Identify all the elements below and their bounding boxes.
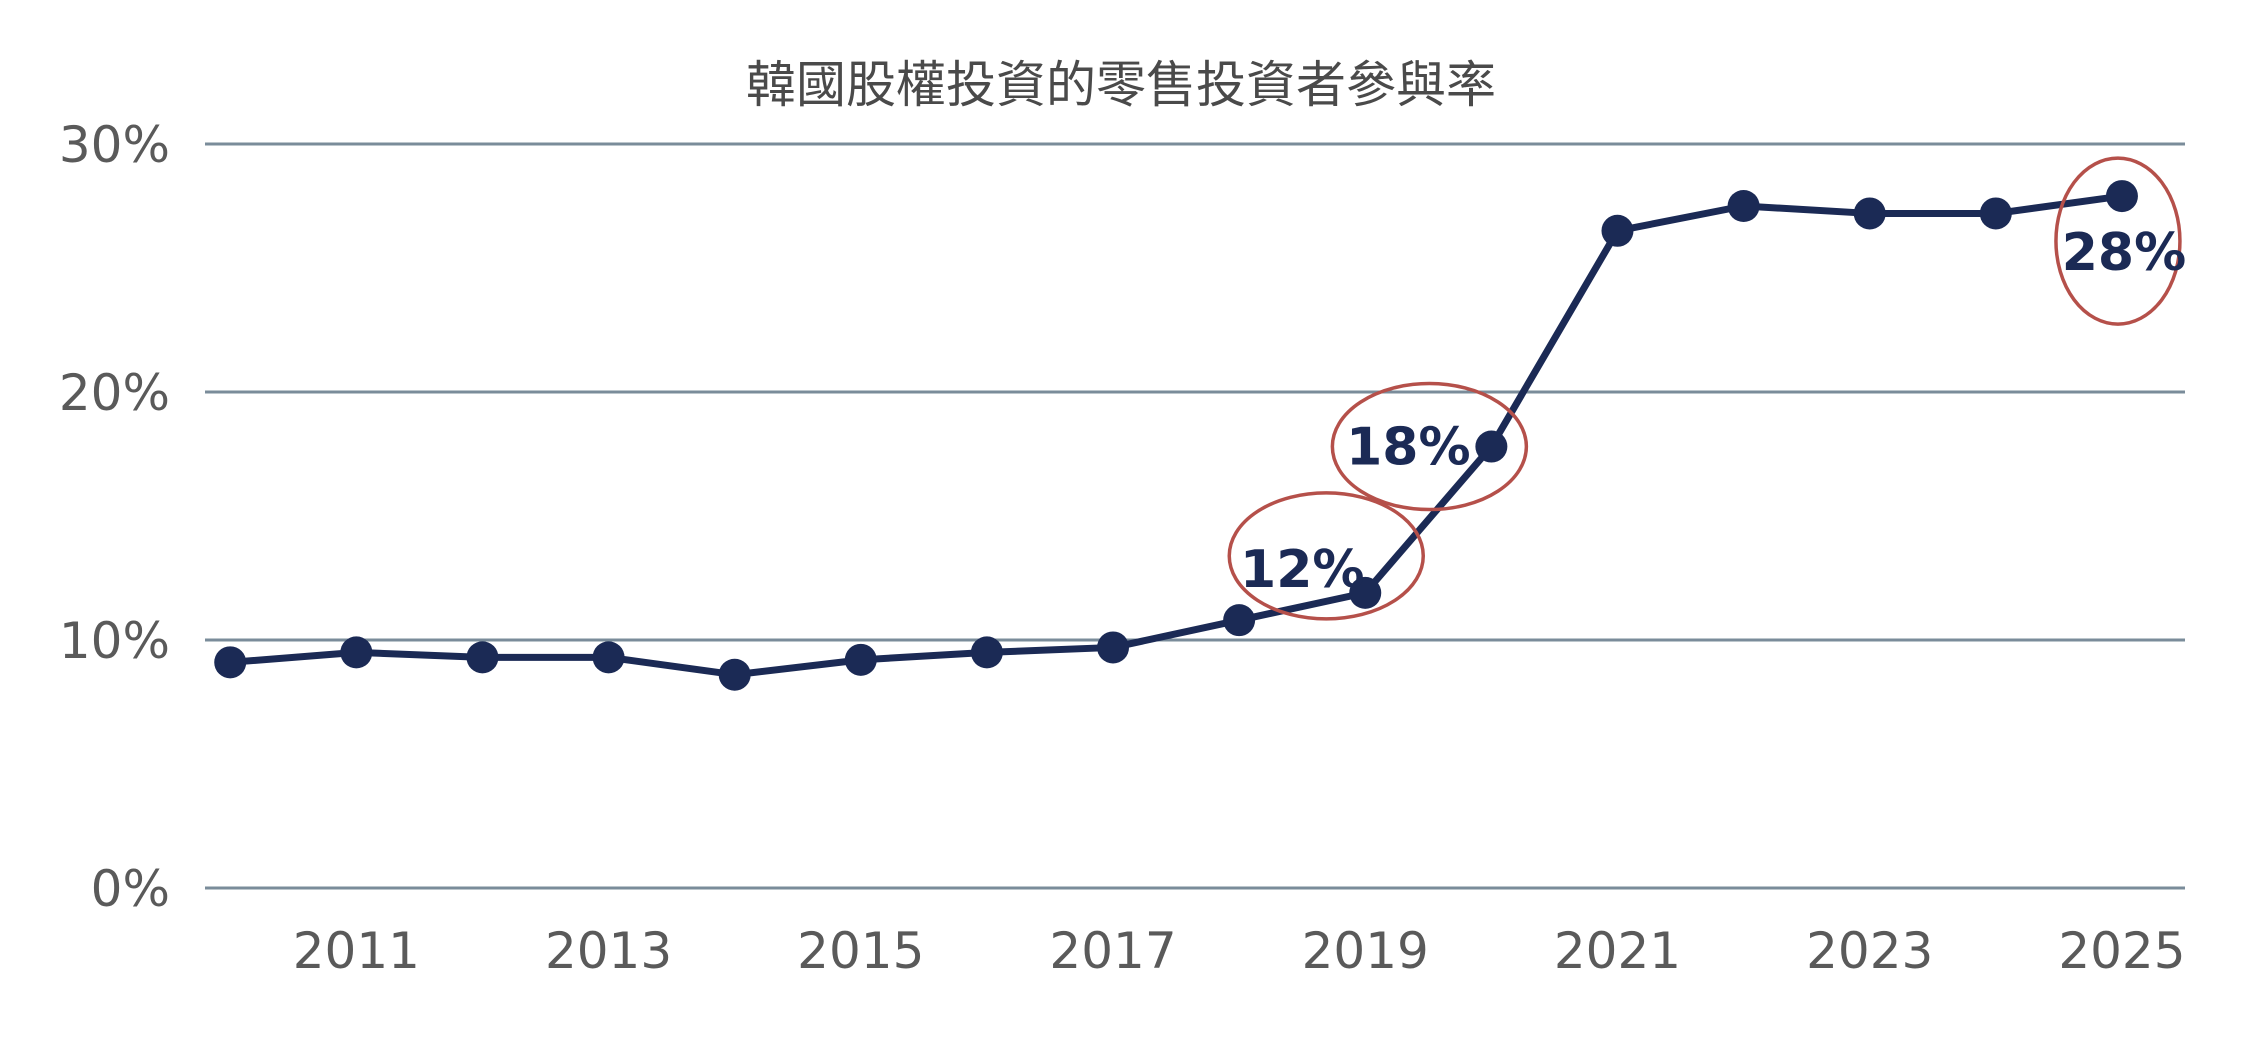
data-point	[466, 641, 499, 674]
data-point	[1097, 631, 1130, 664]
data-points	[214, 180, 2138, 691]
callout-label: 28%	[2062, 223, 2186, 283]
callout-circle	[1330, 381, 1529, 512]
data-point	[718, 658, 751, 691]
y-axis-ticks: 0% 10% 20% 30%	[59, 116, 170, 918]
callout-label: 18%	[1346, 418, 1470, 478]
y-tick-label: 10%	[59, 612, 170, 670]
series-line	[226, 192, 2126, 679]
x-tick-label: 2019	[1302, 922, 1429, 980]
x-tick-label: 2023	[1806, 922, 1933, 980]
y-tick-label: 20%	[59, 364, 170, 422]
callout-label: 12%	[1240, 540, 1364, 600]
chart-title: 韓國股權投資的零售投資者參與率	[746, 56, 1496, 114]
x-tick-label: 2017	[1049, 922, 1176, 980]
callout-circle	[1227, 491, 1426, 621]
data-point	[214, 646, 247, 679]
data-point	[1853, 197, 1886, 230]
x-tick-label: 2025	[2058, 922, 2185, 980]
data-point	[2105, 180, 2138, 213]
x-tick-label: 2013	[545, 922, 672, 980]
data-point	[1223, 604, 1256, 637]
data-point	[1475, 430, 1508, 463]
data-point	[592, 641, 625, 674]
data-point	[1727, 190, 1760, 222]
data-point	[844, 643, 877, 676]
data-point	[1601, 214, 1634, 247]
series-line-path	[226, 192, 2126, 679]
x-tick-label: 2015	[797, 922, 924, 980]
grid-lines	[205, 142, 2185, 890]
x-tick-label: 2011	[293, 922, 420, 980]
callout-circle	[2054, 156, 2182, 326]
data-point	[1349, 576, 1382, 609]
data-point	[1979, 197, 2012, 230]
x-tick-label: 2021	[1554, 922, 1681, 980]
data-point	[970, 636, 1003, 669]
data-point	[340, 636, 373, 669]
y-tick-label: 30%	[59, 116, 170, 174]
y-tick-label: 0%	[91, 860, 170, 918]
x-axis-ticks: 2011 2013 2015 2017 2019 2021 2023 2025	[293, 922, 2186, 980]
callout-annotations: 12% 18% 28%	[1227, 156, 2186, 621]
